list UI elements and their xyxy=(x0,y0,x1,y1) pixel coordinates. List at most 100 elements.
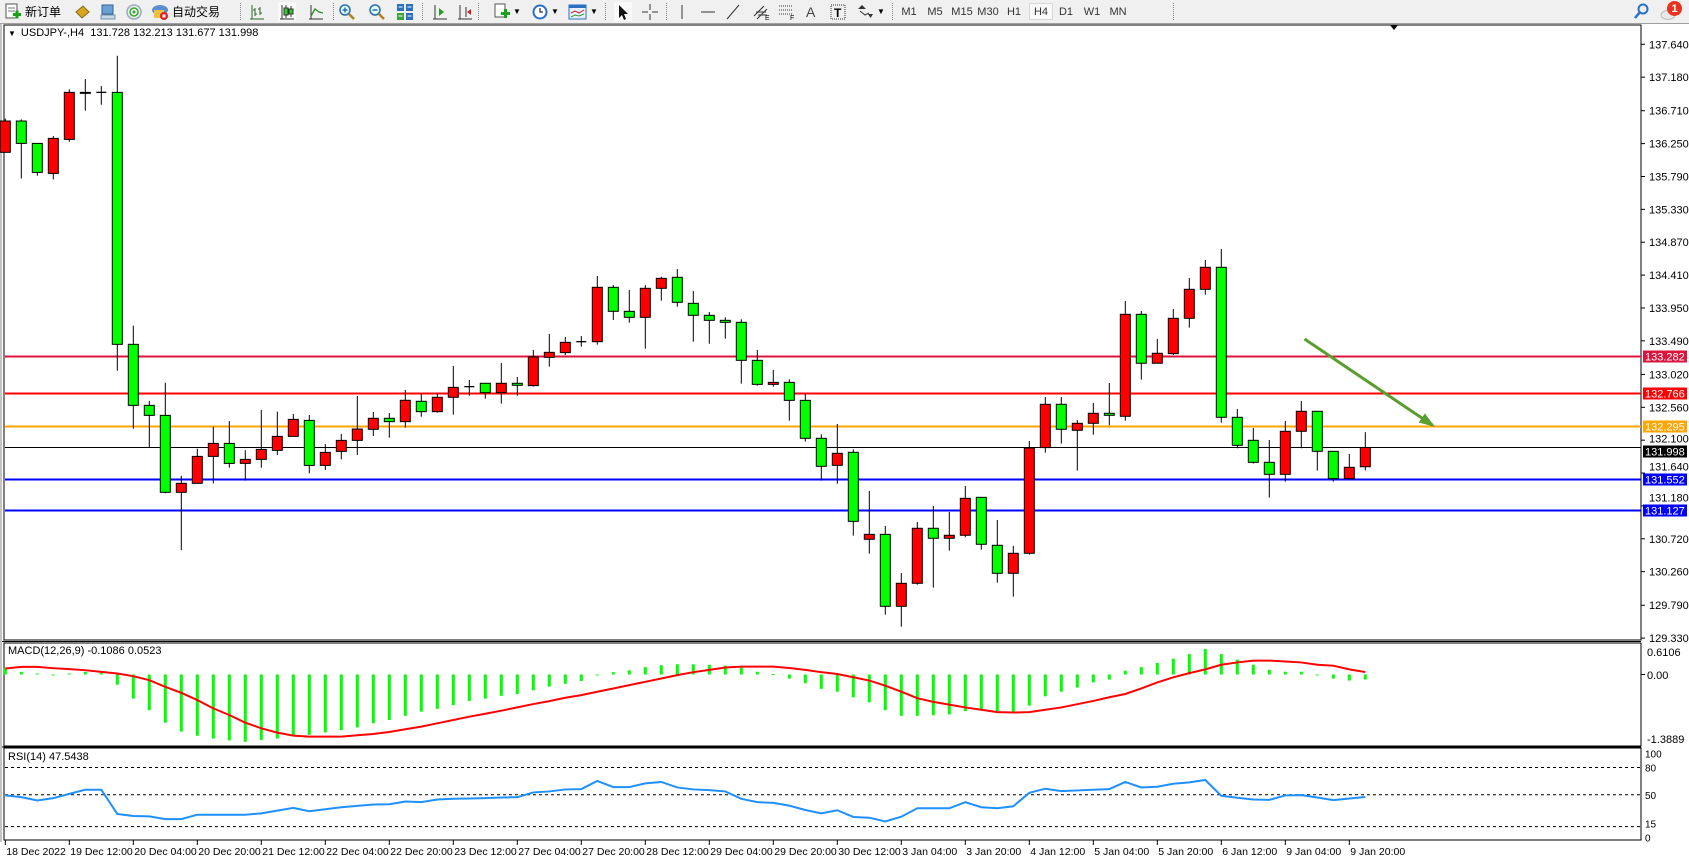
candle[interactable] xyxy=(255,410,267,468)
candlestick-button[interactable] xyxy=(278,2,296,21)
chevron-down-icon[interactable]: ▼ xyxy=(590,7,598,16)
candle[interactable] xyxy=(0,118,11,153)
timeframe-w1[interactable]: W1 xyxy=(1083,5,1101,18)
chevron-down-icon[interactable]: ▼ xyxy=(877,7,885,16)
candle[interactable] xyxy=(1103,382,1115,426)
candle[interactable] xyxy=(239,450,251,481)
candle[interactable] xyxy=(63,89,75,142)
timeframe-h4[interactable]: H4 xyxy=(1029,3,1053,20)
candle[interactable] xyxy=(96,86,107,105)
candle[interactable] xyxy=(959,485,971,538)
chart-menu-triangle-icon[interactable]: ▼ xyxy=(8,28,16,38)
chart-shift-button[interactable] xyxy=(431,2,449,21)
candle[interactable] xyxy=(1311,410,1323,471)
rsi-pane[interactable]: 100 80 50 15 0 xyxy=(3,747,1662,844)
candle[interactable] xyxy=(639,285,651,349)
signals-button[interactable] xyxy=(125,2,143,21)
timeframe-m15[interactable]: M15 xyxy=(951,5,973,18)
candle[interactable] xyxy=(447,365,459,415)
candle[interactable] xyxy=(271,411,283,456)
candle[interactable] xyxy=(815,434,827,481)
candle[interactable] xyxy=(831,424,843,484)
candle[interactable] xyxy=(943,511,955,551)
candle[interactable] xyxy=(655,276,667,301)
timeframe-m1[interactable]: M1 xyxy=(901,5,917,18)
candle[interactable] xyxy=(47,136,59,180)
candle[interactable] xyxy=(863,490,875,554)
candle[interactable] xyxy=(911,521,923,585)
candle[interactable] xyxy=(576,335,587,347)
candle[interactable] xyxy=(527,349,539,387)
candle[interactable] xyxy=(591,276,603,345)
candle[interactable] xyxy=(1215,249,1227,423)
candle[interactable] xyxy=(687,291,699,342)
candle[interactable] xyxy=(847,449,859,536)
equidistant-channel-button[interactable]: E xyxy=(752,2,772,21)
candle[interactable] xyxy=(991,519,1003,583)
candle[interactable] xyxy=(1167,308,1179,355)
candle[interactable] xyxy=(1279,420,1291,482)
candle[interactable] xyxy=(1263,439,1275,498)
candle[interactable] xyxy=(1023,440,1035,555)
candle[interactable] xyxy=(127,325,139,429)
zoom-out-button[interactable] xyxy=(368,2,386,21)
candle[interactable] xyxy=(351,396,363,456)
horizontal-line-button[interactable] xyxy=(699,2,717,21)
candle[interactable] xyxy=(335,434,347,460)
candle[interactable] xyxy=(895,573,907,627)
candle[interactable] xyxy=(175,475,187,550)
candle[interactable] xyxy=(15,119,27,179)
candle[interactable] xyxy=(719,317,731,339)
periods-button[interactable]: ▼ xyxy=(531,2,559,21)
candle[interactable] xyxy=(431,394,443,413)
arrows-button[interactable]: ▼ xyxy=(857,2,885,21)
candle[interactable] xyxy=(1151,338,1163,364)
candle[interactable] xyxy=(1039,397,1051,453)
candle[interactable] xyxy=(207,426,219,484)
timeframe-m30[interactable]: M30 xyxy=(977,5,999,18)
cursor-button[interactable] xyxy=(614,2,632,21)
text-label-button[interactable]: T xyxy=(829,2,847,21)
search-button[interactable] xyxy=(1632,2,1650,21)
candle[interactable] xyxy=(479,382,491,399)
timeframe-d1[interactable]: D1 xyxy=(1058,5,1074,18)
candle[interactable] xyxy=(319,444,331,471)
trend-arrow-head[interactable] xyxy=(1418,413,1435,427)
trendline-button[interactable] xyxy=(724,2,742,21)
candle[interactable] xyxy=(559,336,571,355)
candle[interactable] xyxy=(1183,278,1195,328)
candle[interactable] xyxy=(783,379,795,421)
candle[interactable] xyxy=(1231,408,1243,449)
candle[interactable] xyxy=(975,496,987,550)
candle[interactable] xyxy=(159,382,171,494)
vertical-line-button[interactable] xyxy=(673,2,691,21)
candle[interactable] xyxy=(879,525,891,615)
auto-trade-button[interactable]: 自动交易 xyxy=(151,2,220,21)
new-chart-button[interactable]: ▼ xyxy=(493,2,521,21)
candle[interactable] xyxy=(191,448,203,484)
chart-shift-marker[interactable] xyxy=(1390,25,1398,30)
candle[interactable] xyxy=(1343,453,1355,480)
candle[interactable] xyxy=(287,414,299,437)
candle[interactable] xyxy=(927,505,939,588)
timeframe-mn[interactable]: MN xyxy=(1109,5,1127,18)
candle[interactable] xyxy=(1295,401,1307,449)
candle[interactable] xyxy=(223,421,235,468)
bar-chart-button[interactable] xyxy=(248,2,266,21)
candle[interactable] xyxy=(607,285,619,320)
candle[interactable] xyxy=(623,290,635,323)
tile-windows-button[interactable] xyxy=(396,2,414,21)
zoom-in-button[interactable] xyxy=(338,2,356,21)
candle[interactable] xyxy=(1359,432,1371,471)
candle[interactable] xyxy=(79,79,91,111)
candle[interactable] xyxy=(751,349,763,386)
candle[interactable] xyxy=(703,311,715,344)
candle[interactable] xyxy=(1247,427,1259,464)
price-pane[interactable]: 137.640 137.180 136.710 136.250 135.790 135.3… xyxy=(0,24,1689,645)
chevron-down-icon[interactable]: ▼ xyxy=(551,7,559,16)
candle[interactable] xyxy=(543,333,555,367)
notification-badge[interactable]: 1 xyxy=(1667,1,1682,16)
fibonacci-button[interactable]: F xyxy=(777,2,797,21)
candle[interactable] xyxy=(1119,300,1131,421)
